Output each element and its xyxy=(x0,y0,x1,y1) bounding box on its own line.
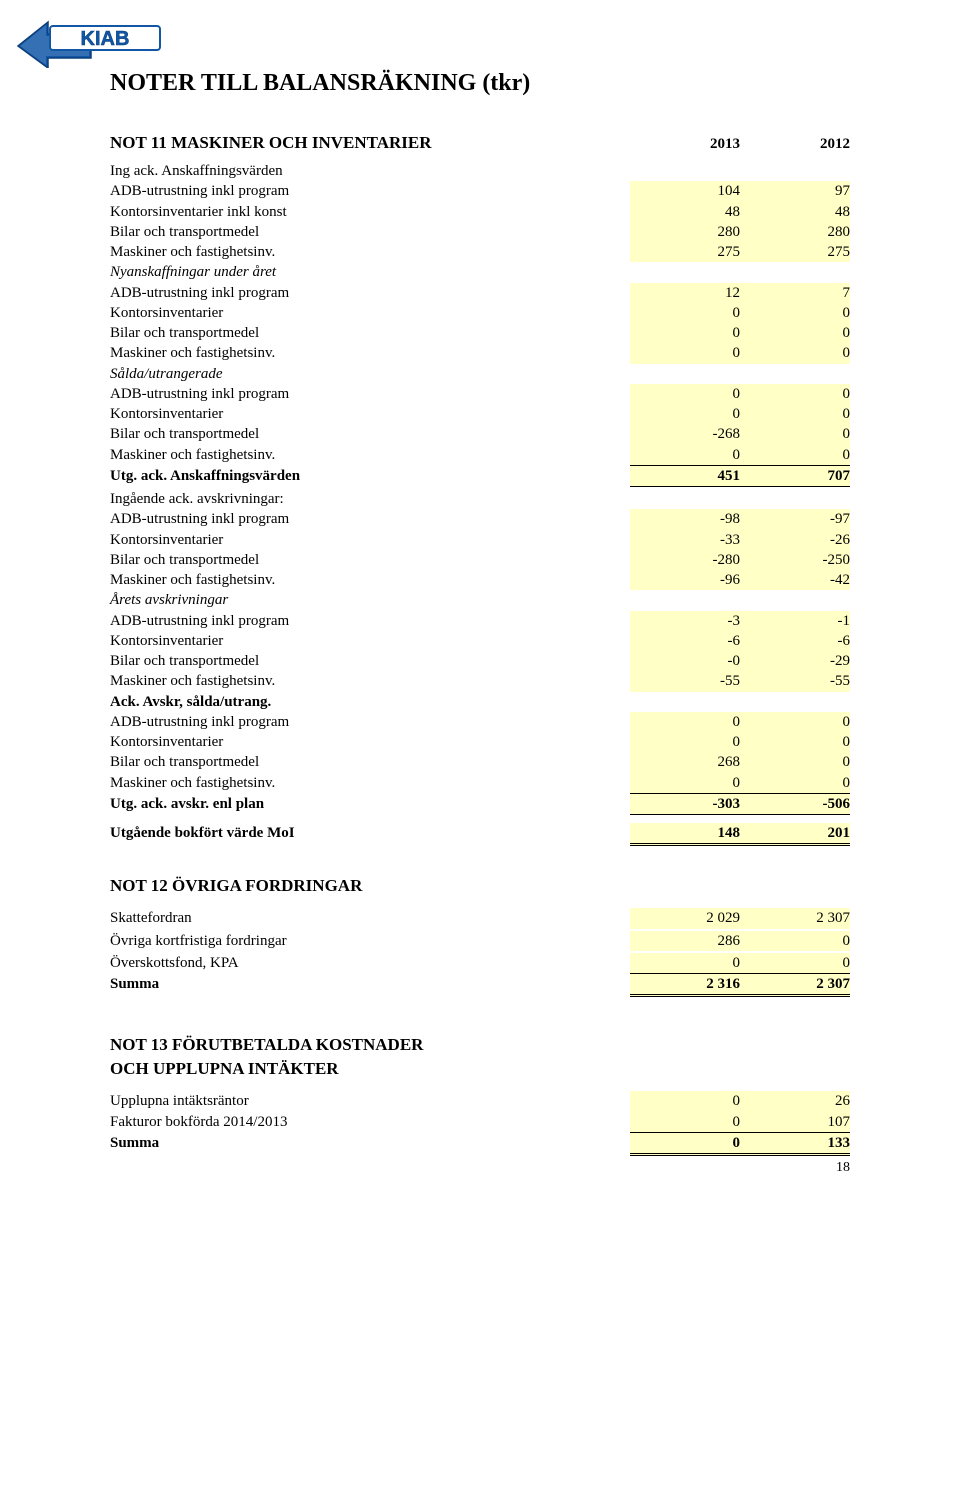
kiab-logo: KIAB xyxy=(16,16,166,68)
table-row: Kontorsinventarier00 xyxy=(110,303,850,323)
table-row: Kontorsinventarier00 xyxy=(110,404,850,424)
nyan-label: Nyanskaffningar under året xyxy=(110,262,850,282)
page-title: NOTER TILL BALANSRÄKNING (tkr) xyxy=(110,70,850,97)
page-number: 18 xyxy=(836,1160,850,1176)
table-row: Överskottsfond, KPA00 xyxy=(110,953,850,974)
table-row: Maskiner och fastighetsinv.00 xyxy=(110,445,850,466)
year-2012: 2012 xyxy=(740,136,850,153)
table-row: Kontorsinventarier-33-26 xyxy=(110,530,850,550)
table-row: ADB-utrustning inkl program00 xyxy=(110,712,850,732)
ing-avskr-label: Ingående ack. avskrivningar: xyxy=(110,489,850,509)
table-row: ADB-utrustning inkl program-3-1 xyxy=(110,611,850,631)
ack-avskr-label: Ack. Avskr, sålda/utrang. xyxy=(110,692,850,712)
table-row: ADB-utrustning inkl program127 xyxy=(110,283,850,303)
table-row: Kontorsinventarier inkl konst4848 xyxy=(110,202,850,222)
ing-ack-label: Ing ack. Anskaffningsvärden xyxy=(110,161,850,181)
not11-header: NOT 11 MASKINER OCH INVENTARIER 2013 201… xyxy=(110,133,850,153)
table-row: Kontorsinventarier00 xyxy=(110,732,850,752)
table-row: Kontorsinventarier-6-6 xyxy=(110,631,850,651)
table-row: ADB-utrustning inkl program00 xyxy=(110,384,850,404)
utg-ack-avskr: Utg. ack. avskr. enl plan-303-506 xyxy=(110,794,850,815)
table-row: ADB-utrustning inkl program-98-97 xyxy=(110,509,850,529)
not13-summa: Summa0133 xyxy=(110,1133,850,1156)
table-row: Fakturor bokförda 2014/20130107 xyxy=(110,1112,850,1133)
utg-bokfort-varde: Utgående bokfört värde MoI148201 xyxy=(110,823,850,846)
kiab-logo-svg: KIAB xyxy=(16,16,166,68)
table-row: Maskiner och fastighetsinv.-96-42 xyxy=(110,570,850,590)
table-row: Skattefordran2 0292 307 xyxy=(110,908,850,928)
arets-label: Årets avskrivningar xyxy=(110,590,850,610)
not11-title: NOT 11 MASKINER OCH INVENTARIER xyxy=(110,133,630,153)
utg-ack-anskaff: Utg. ack. Anskaffningsvärden451707 xyxy=(110,466,850,487)
table-row: Maskiner och fastighetsinv.275275 xyxy=(110,242,850,262)
table-row: ADB-utrustning inkl program10497 xyxy=(110,181,850,201)
not13-title-line2: OCH UPPLUPNA INTÄKTER xyxy=(110,1059,850,1079)
table-row: Upplupna intäktsräntor026 xyxy=(110,1091,850,1111)
not12-title: NOT 12 ÖVRIGA FORDRINGAR xyxy=(110,876,850,896)
year-2013: 2013 xyxy=(630,136,740,153)
table-row: Bilar och transportmedel-280-250 xyxy=(110,550,850,570)
table-row: Bilar och transportmedel280280 xyxy=(110,222,850,242)
not12-summa: Summa2 3162 307 xyxy=(110,974,850,997)
table-row: Bilar och transportmedel2680 xyxy=(110,752,850,772)
not13-title-line1: NOT 13 FÖRUTBETALDA KOSTNADER xyxy=(110,1035,850,1055)
salda-label: Sålda/utrangerade xyxy=(110,364,850,384)
table-row: Maskiner och fastighetsinv.-55-55 xyxy=(110,671,850,691)
table-row: Övriga kortfristiga fordringar2860 xyxy=(110,931,850,951)
table-row: Bilar och transportmedel-0-29 xyxy=(110,651,850,671)
table-row: Bilar och transportmedel-2680 xyxy=(110,424,850,444)
table-row: Bilar och transportmedel00 xyxy=(110,323,850,343)
table-row: Maskiner och fastighetsinv.00 xyxy=(110,343,850,363)
svg-text:KIAB: KIAB xyxy=(81,28,130,50)
table-row: Maskiner och fastighetsinv.00 xyxy=(110,773,850,794)
